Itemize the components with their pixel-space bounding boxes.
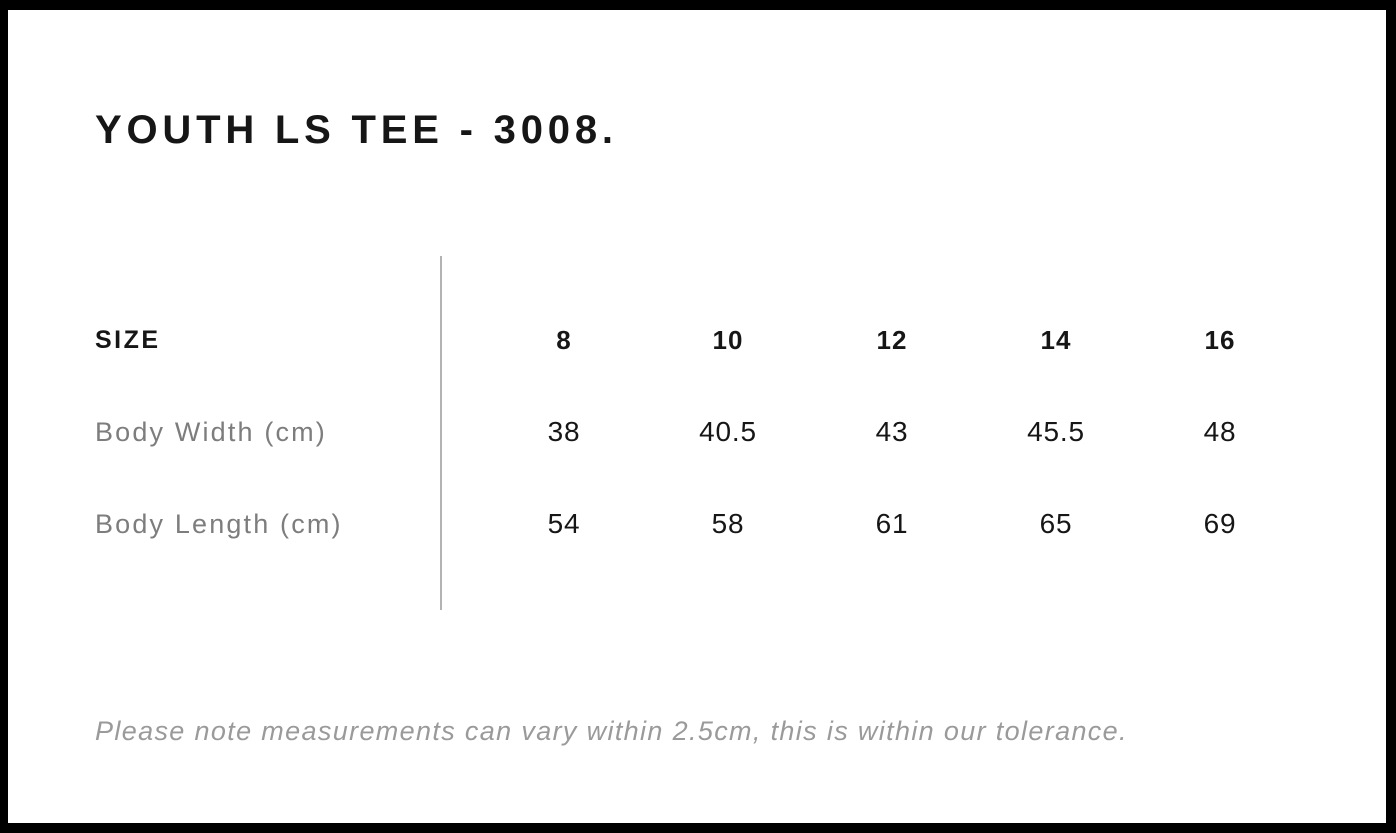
body-length-value: 69	[1203, 508, 1237, 539]
body-width-value: 38	[547, 416, 581, 447]
body-length-value: 61	[875, 508, 909, 539]
body-width-value: 43	[875, 416, 909, 447]
table-header-row: SIZE 8 10 12 14 16	[95, 294, 1308, 386]
body-width-value: 48	[1203, 416, 1237, 447]
tolerance-note: Please note measurements can vary within…	[95, 716, 1128, 746]
size-col-header: 8	[556, 324, 572, 355]
page-content: YOUTH LS TEE - 3008. SIZE 8 10 12 14 16 …	[8, 106, 1386, 748]
size-col-header: 12	[876, 324, 908, 355]
size-col-header: 10	[712, 324, 744, 355]
body-length-value: 54	[547, 508, 581, 539]
body-width-label: Body Width (cm)	[95, 416, 327, 447]
body-length-label: Body Length (cm)	[95, 508, 343, 539]
table-vertical-divider	[440, 256, 442, 610]
body-width-row: Body Width (cm) 38 40.5 43 45.5 48	[95, 386, 1308, 478]
body-length-row: Body Length (cm) 54 58 61 65 69	[95, 478, 1308, 570]
body-length-value: 58	[711, 508, 745, 539]
size-chart-table: SIZE 8 10 12 14 16 Body Width (cm) 38 40…	[95, 256, 1308, 610]
size-col-header: 14	[1040, 324, 1072, 355]
body-width-value: 45.5	[1027, 416, 1085, 447]
body-width-value: 40.5	[699, 416, 757, 447]
page-title: YOUTH LS TEE - 3008.	[95, 108, 618, 152]
size-header-label: SIZE	[95, 325, 161, 354]
size-col-header: 16	[1204, 324, 1236, 355]
body-length-value: 65	[1039, 508, 1073, 539]
